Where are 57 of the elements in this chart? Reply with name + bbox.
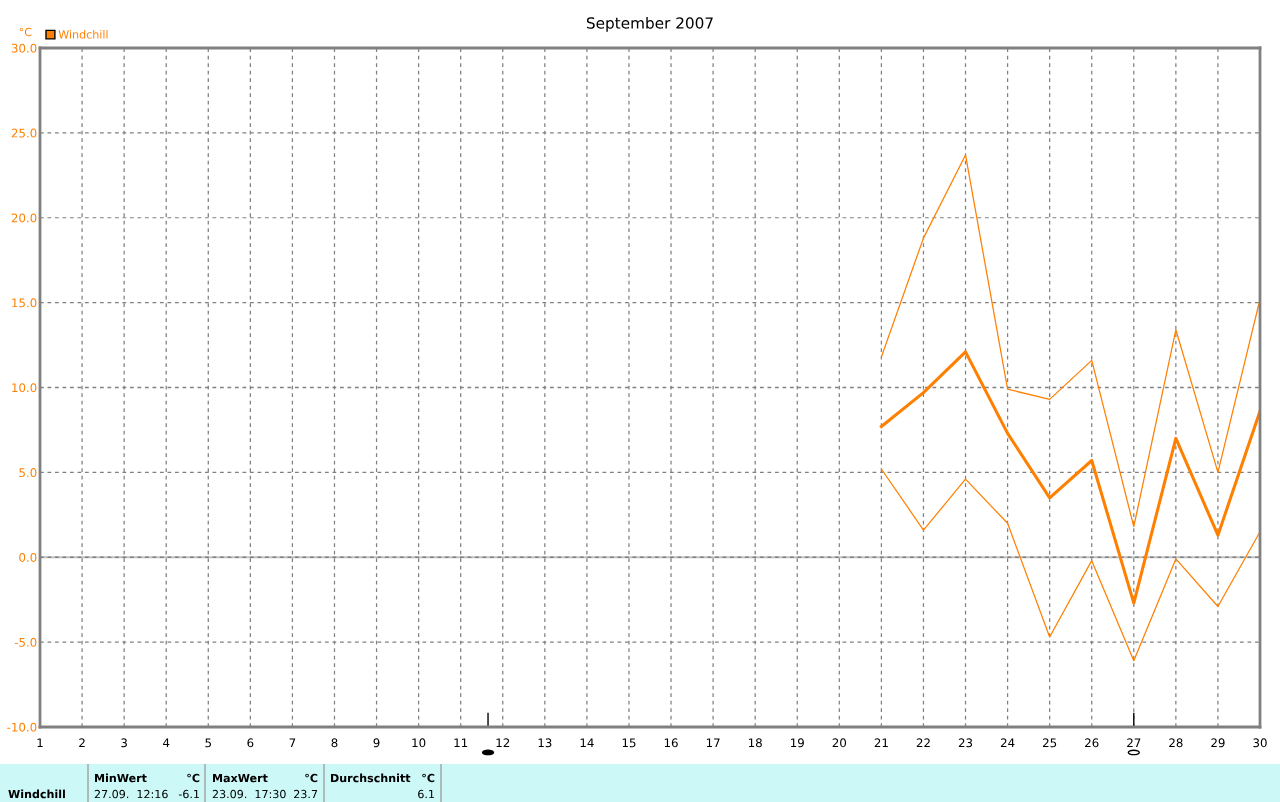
x-tick-label: 19 xyxy=(791,738,804,748)
x-tick-label: 6 xyxy=(247,738,254,748)
x-tick-label: 13 xyxy=(538,738,552,748)
x-tick-label: 15 xyxy=(622,738,636,748)
x-tick-label: 22 xyxy=(916,738,930,748)
line-series xyxy=(880,154,1260,528)
text: Durchschnitt xyxy=(331,773,411,783)
text: -6.1 xyxy=(178,789,199,799)
x-tick-label: 14 xyxy=(580,738,594,748)
text: °C xyxy=(187,773,200,783)
text: Windchill xyxy=(8,789,65,799)
x-tick-label: 18 xyxy=(748,738,762,748)
y-tick-label: 10.0 xyxy=(12,383,37,393)
x-tick-label: 26 xyxy=(1085,738,1099,748)
text: 23.7 xyxy=(294,789,318,799)
x-tick-label: 3 xyxy=(121,738,127,748)
y-tick-label: 0.0 xyxy=(19,552,37,562)
text: MinWert xyxy=(95,773,147,783)
x-tick-label: 25 xyxy=(1043,738,1057,748)
text: 23.09. 17:30 xyxy=(212,789,286,799)
chart-title: September 2007 xyxy=(586,16,713,32)
x-tick-label: 12 xyxy=(496,738,510,748)
text: °C xyxy=(305,773,318,783)
y-tick-label: 30.0 xyxy=(11,43,37,53)
x-tick-label: 23 xyxy=(958,738,973,748)
y-tick-label: 20.0 xyxy=(11,213,37,223)
x-tick-label: 17 xyxy=(706,738,720,748)
x-tick-label: 7 xyxy=(289,738,296,748)
y-tick-label: -10.0 xyxy=(7,722,37,732)
x-tick-label: 10 xyxy=(412,738,426,748)
x-tick-label: 24 xyxy=(1000,738,1015,748)
x-tick-label: 1 xyxy=(37,738,43,748)
x-tick-label: 29 xyxy=(1211,738,1225,748)
x-tick-label: 30 xyxy=(1253,738,1267,748)
x-tick-label: 21 xyxy=(874,738,888,748)
x-tick-label: 8 xyxy=(331,738,338,748)
x-tick-label: 5 xyxy=(205,738,211,748)
text: °C xyxy=(422,773,435,783)
y-tick-label: 25.0 xyxy=(11,128,37,138)
x-tick-label: 27 xyxy=(1127,738,1141,748)
legend-label: Windchill xyxy=(58,30,108,39)
x-tick-label: 20 xyxy=(832,738,847,748)
x-tick-label: 2 xyxy=(79,738,85,748)
text: 27.09. 12:16 xyxy=(94,789,168,799)
y-tick-label: 5.0 xyxy=(19,468,37,478)
x-tick-label: 4 xyxy=(163,738,170,748)
y-axis-title: °C xyxy=(19,27,32,37)
x-tick-label: 11 xyxy=(454,738,468,748)
line-series xyxy=(879,350,1260,605)
text: MaxWert xyxy=(213,773,268,783)
x-tick-label: 9 xyxy=(373,738,380,748)
x-tick-label: 28 xyxy=(1169,738,1183,748)
x-tick-label: 16 xyxy=(664,738,678,748)
y-tick-label: -5.0 xyxy=(14,637,37,647)
text: 6.1 xyxy=(418,789,434,799)
y-tick-label: 15.0 xyxy=(12,298,37,308)
line-series xyxy=(880,468,1260,662)
